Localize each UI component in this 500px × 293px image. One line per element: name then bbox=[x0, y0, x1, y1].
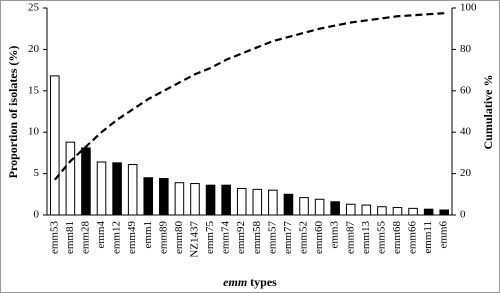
bar bbox=[174, 182, 185, 216]
y-tick-label: 15 bbox=[28, 84, 40, 96]
bar bbox=[283, 193, 294, 216]
bar bbox=[408, 207, 418, 216]
bar bbox=[205, 184, 216, 216]
x-tick-label: emm49 bbox=[126, 221, 138, 254]
x-tick-label: emm81 bbox=[64, 221, 76, 254]
x-tick-label: emm77 bbox=[282, 221, 294, 254]
x-tick-label: emm68 bbox=[391, 221, 403, 254]
x-tick-label: emm6 bbox=[438, 221, 450, 249]
x-tick-label: emm4 bbox=[95, 221, 107, 249]
y-axis-title: Proportion of isolates (%) bbox=[6, 46, 20, 179]
y2-tick-label: 20 bbox=[460, 167, 472, 179]
bar bbox=[268, 189, 278, 216]
x-tick-label: emm13 bbox=[360, 221, 372, 254]
x-tick-label: emm52 bbox=[298, 221, 310, 254]
y-tick-label: 0 bbox=[34, 209, 40, 221]
x-tick-label: emm57 bbox=[266, 221, 278, 254]
x-axis-title: emm types bbox=[223, 275, 277, 289]
bar bbox=[236, 188, 247, 216]
bar bbox=[112, 162, 122, 216]
bar bbox=[361, 204, 372, 216]
bar bbox=[159, 178, 169, 216]
y-tick-label: 20 bbox=[28, 43, 40, 55]
bar bbox=[423, 208, 434, 216]
bar bbox=[50, 75, 60, 216]
x-tick-label: emm3 bbox=[329, 221, 341, 249]
x-tick-label: emm75 bbox=[204, 221, 216, 254]
x-tick-label: emm66 bbox=[407, 221, 419, 254]
x-tick-label: emm89 bbox=[157, 221, 169, 254]
bar bbox=[252, 188, 263, 216]
bar bbox=[314, 198, 325, 216]
y2-tick-label: 40 bbox=[460, 126, 472, 138]
x-axis-title-rest: types bbox=[247, 275, 277, 289]
bar bbox=[439, 209, 449, 216]
x-axis-title-italic: emm bbox=[223, 275, 247, 289]
bar bbox=[190, 183, 200, 216]
x-tick-label: emm80 bbox=[173, 221, 185, 254]
y2-axis-title: Cumulative % bbox=[481, 75, 495, 150]
x-tick-label: emm1 bbox=[142, 221, 154, 249]
bar bbox=[330, 201, 340, 216]
bar bbox=[377, 206, 387, 216]
x-tick-label: NZ1437 bbox=[189, 221, 201, 258]
bar bbox=[81, 147, 91, 216]
y2-tick-label: 80 bbox=[460, 43, 472, 55]
bar bbox=[345, 203, 356, 216]
x-tick-label: emm55 bbox=[375, 221, 387, 254]
cumulative-line bbox=[53, 12, 445, 181]
y-tick-label: 10 bbox=[28, 126, 40, 138]
y-tick-label: 25 bbox=[28, 2, 40, 14]
x-tick-label: emm53 bbox=[48, 221, 60, 254]
y2-tick-label: 100 bbox=[460, 2, 477, 14]
y-tick-label: 5 bbox=[34, 167, 40, 179]
x-tick-label: emm28 bbox=[79, 221, 91, 254]
bar bbox=[65, 141, 76, 216]
x-tick-label: emm74 bbox=[220, 221, 232, 254]
bar bbox=[143, 177, 154, 216]
x-tick-label: emm58 bbox=[251, 221, 263, 254]
x-tick-label: emm87 bbox=[344, 221, 356, 254]
x-tick-label: emm12 bbox=[111, 221, 123, 254]
y2-tick-label: 0 bbox=[460, 209, 466, 221]
bar bbox=[392, 207, 403, 216]
x-tick-label: emm92 bbox=[235, 221, 247, 254]
bar bbox=[221, 184, 231, 216]
bar bbox=[127, 163, 138, 216]
x-tick-label: emm11 bbox=[422, 221, 434, 254]
bar bbox=[96, 161, 107, 216]
bar bbox=[299, 197, 309, 216]
x-tick-label: emm60 bbox=[313, 221, 325, 254]
y2-tick-label: 60 bbox=[460, 84, 472, 96]
